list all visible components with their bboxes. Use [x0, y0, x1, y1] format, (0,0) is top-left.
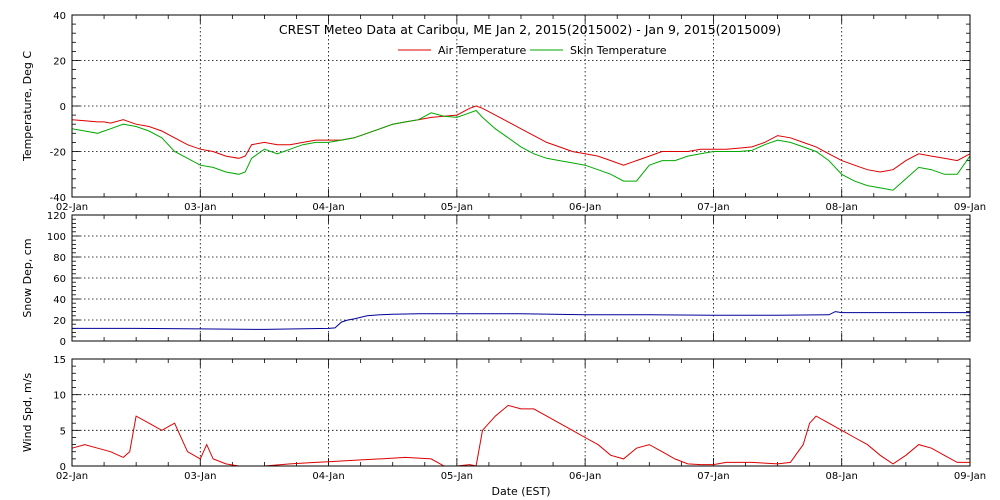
snow-depth-y-tick-label: 120	[47, 211, 66, 222]
wind-speed-x-tick-label: 09-Jan	[954, 471, 986, 482]
legend-label-skin-temperature-line: Skin Temperature	[570, 44, 667, 57]
temperature-x-tick-label: 08-Jan	[826, 202, 858, 213]
temperature-y-axis-label: Temperature, Deg C	[21, 51, 34, 162]
skin-temperature-line	[71, 109, 971, 191]
legend-label-air-temperature-line: Air Temperature	[438, 44, 527, 57]
temperature-plot-frame	[71, 14, 971, 198]
snow-depth-y-tick-label: 0	[60, 337, 66, 348]
snow-depth-y-tick-label: 40	[53, 295, 66, 306]
temperature-x-tick-label: 05-Jan	[441, 202, 473, 213]
temperature-legend: Air Temperature Skin Temperature	[398, 44, 667, 57]
temperature-x-tick-label: 02-Jan	[56, 202, 88, 213]
wind-speed-x-tick-label: 03-Jan	[184, 471, 216, 482]
temperature-x-tick-label: 07-Jan	[697, 202, 729, 213]
temperature-y-tick-label: 40	[53, 11, 66, 22]
wind-speed-y-tick-label: 0	[60, 462, 66, 473]
wind-speed-line	[71, 404, 970, 467]
temperature-x-tick-label: 09-Jan	[954, 202, 986, 213]
wind-speed-y-tick-label: 15	[53, 355, 66, 366]
snow-depth-y-tick-label: 60	[53, 274, 66, 285]
snow-depth-y-tick-label: 100	[47, 232, 66, 243]
snow-depth-y-tick-label: 80	[53, 253, 66, 264]
temperature-y-tick-label: -40	[50, 193, 66, 204]
wind-speed-y-tick-label: 10	[53, 391, 66, 402]
temperature-y-tick-label: -20	[50, 148, 66, 159]
temperature-y-tick-label: 20	[53, 57, 66, 68]
temperature-panel: -40 -20 0 20 40 Temperature, Deg C 02-Jan 03-Ja…	[21, 11, 986, 213]
temperature-x-tick-label: 03-Jan	[184, 202, 216, 213]
snow-depth-line	[72, 311, 970, 330]
wind-speed-x-tick-label: 04-Jan	[312, 471, 344, 482]
snow-depth-panel: 0 20 40 60 80 100 120 Snow Dep, cm	[21, 211, 971, 348]
snow-depth-y-axis-label: Snow Dep, cm	[21, 238, 34, 317]
wind-speed-plot-frame	[71, 358, 971, 467]
wind-speed-x-tick-label: 07-Jan	[697, 471, 729, 482]
air-temperature-line	[71, 105, 971, 173]
wind-speed-y-axis-label: Wind Spd, m/s	[21, 373, 34, 453]
snow-depth-y-tick-label: 20	[53, 316, 66, 327]
temperature-x-tick-label: 06-Jan	[569, 202, 601, 213]
snow-depth-plot-frame	[71, 214, 971, 342]
wind-speed-panel: 0 5 10 15 Wind Spd, m/s 02-Jan 03-Jan 04-Jan 05-…	[21, 355, 986, 498]
wind-speed-y-tick-label: 5	[60, 426, 66, 437]
wind-speed-x-axis-label: Date (EST)	[491, 485, 550, 498]
wind-speed-x-tick-label: 08-Jan	[826, 471, 858, 482]
temperature-y-tick-label: 0	[60, 102, 66, 113]
chart-title: CREST Meteo Data at Caribou, ME Jan 2, 2…	[279, 22, 781, 37]
temperature-x-tick-label: 04-Jan	[312, 202, 344, 213]
wind-speed-x-tick-label: 02-Jan	[56, 471, 88, 482]
wind-speed-x-tick-label: 06-Jan	[569, 471, 601, 482]
wind-speed-x-tick-label: 05-Jan	[441, 471, 473, 482]
